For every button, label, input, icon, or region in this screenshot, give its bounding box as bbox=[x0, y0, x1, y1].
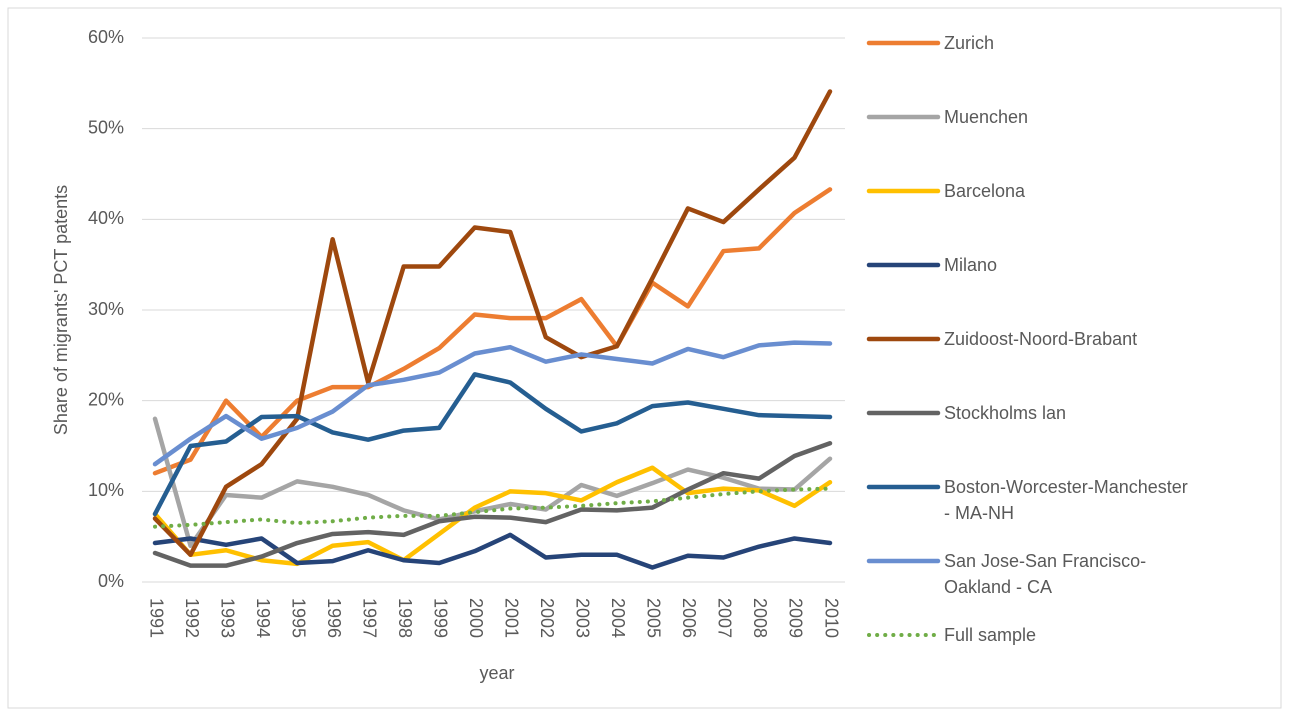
legend-entry: Stockholms lan bbox=[866, 400, 1196, 426]
legend-label: Boston-Worcester-Manchester - MA-NH bbox=[944, 477, 1188, 523]
y-tick-label: 30% bbox=[88, 299, 124, 319]
legend-entry: Barcelona bbox=[866, 178, 1196, 204]
y-tick-label: 10% bbox=[88, 480, 124, 500]
x-tick-label: 2007 bbox=[715, 598, 735, 638]
x-tick-label: 2006 bbox=[679, 598, 699, 638]
series-line bbox=[152, 89, 833, 558]
legend-swatch bbox=[866, 114, 941, 120]
legend-label: Barcelona bbox=[944, 181, 1026, 201]
x-tick-label: 1994 bbox=[253, 598, 273, 638]
y-tick-label: 0% bbox=[98, 571, 124, 591]
x-tick-label: 2003 bbox=[573, 598, 593, 638]
series-line bbox=[152, 340, 833, 467]
legend-swatch bbox=[866, 40, 941, 46]
x-axis-title: year bbox=[479, 663, 514, 683]
legend-entry: Zuidoost-Noord-Brabant bbox=[866, 326, 1196, 352]
legend-label: Zuidoost-Noord-Brabant bbox=[944, 329, 1138, 349]
x-tick-label: 1993 bbox=[217, 598, 237, 638]
x-tick-label: 1995 bbox=[288, 598, 308, 638]
legend-label: Stockholms lan bbox=[944, 403, 1067, 423]
x-tick-label: 1997 bbox=[359, 598, 379, 638]
legend-swatch bbox=[866, 558, 941, 564]
legend-label: Milano bbox=[944, 255, 998, 275]
legend-entry: Milano bbox=[866, 252, 1196, 278]
y-tick-label: 60% bbox=[88, 27, 124, 47]
legend-label: San Jose-San Francisco-Oakland - CA bbox=[944, 551, 1147, 597]
x-tick-label: 2005 bbox=[644, 598, 664, 638]
x-tick-label: 2008 bbox=[750, 598, 770, 638]
series-line bbox=[152, 187, 833, 476]
legend-swatch bbox=[866, 336, 941, 342]
legend-entry: Boston-Worcester-Manchester - MA-NH bbox=[866, 474, 1196, 526]
legend-swatch bbox=[867, 633, 940, 637]
y-tick-label: 50% bbox=[88, 117, 124, 137]
x-tick-label: 2009 bbox=[786, 598, 806, 638]
legend-label: Full sample bbox=[944, 625, 1037, 645]
legend-entry: Muenchen bbox=[866, 104, 1196, 130]
series-line bbox=[152, 465, 833, 567]
y-tick-label: 20% bbox=[88, 389, 124, 409]
series-line bbox=[152, 441, 833, 568]
x-tick-label: 1999 bbox=[430, 598, 450, 638]
x-tick-label: 2001 bbox=[502, 598, 522, 638]
x-tick-label: 2004 bbox=[608, 598, 628, 638]
legend-entry: San Jose-San Francisco-Oakland - CA bbox=[866, 548, 1196, 600]
series-line bbox=[153, 486, 832, 529]
x-tick-label: 1996 bbox=[324, 598, 344, 638]
legend-swatch bbox=[866, 188, 941, 194]
x-tick-label: 2010 bbox=[821, 598, 841, 638]
chart-border bbox=[7, 7, 1282, 709]
legend-label: Zurich bbox=[944, 33, 995, 53]
legend-entry: Zurich bbox=[866, 30, 1196, 56]
series-line bbox=[152, 372, 833, 517]
legend-entry: Full sample bbox=[866, 622, 1196, 648]
series-line bbox=[152, 532, 833, 570]
legend-swatch bbox=[866, 484, 941, 490]
y-axis-title: Share of migrants' PCT patents bbox=[51, 185, 71, 435]
y-tick-label: 40% bbox=[88, 208, 124, 228]
x-tick-label: 1991 bbox=[146, 598, 166, 638]
legend-swatch bbox=[866, 410, 941, 416]
legend-swatch bbox=[866, 262, 941, 268]
x-tick-label: 1992 bbox=[182, 598, 202, 638]
legend-label: Muenchen bbox=[944, 107, 1029, 127]
x-tick-label: 2002 bbox=[537, 598, 557, 638]
x-tick-label: 1998 bbox=[395, 598, 415, 638]
x-tick-label: 2000 bbox=[466, 598, 486, 638]
